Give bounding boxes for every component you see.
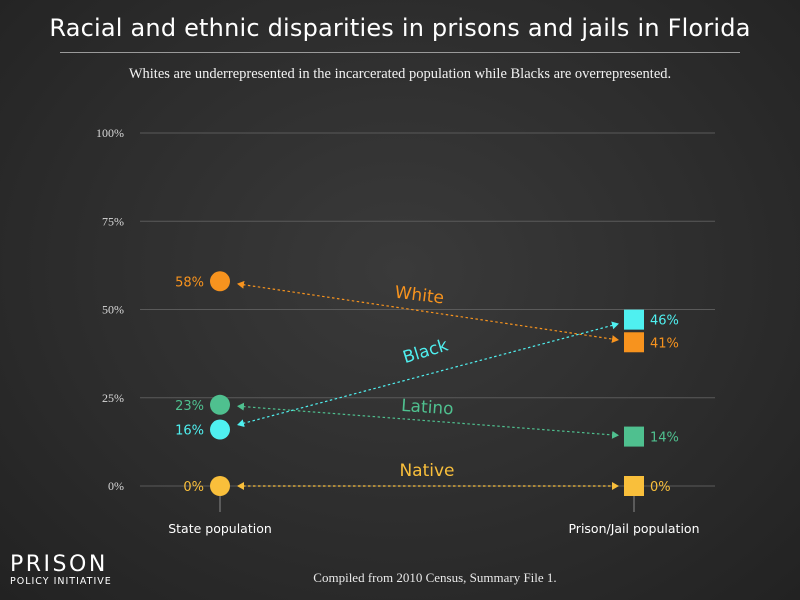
- y-tick-label: 25%: [102, 391, 124, 405]
- prison-point-native: [624, 476, 644, 496]
- y-tick-label: 0%: [108, 479, 124, 493]
- chart-title: Racial and ethnic disparities in prisons…: [49, 14, 751, 42]
- state-value-label-latino: 23%: [175, 399, 204, 414]
- state-value-label-black: 16%: [175, 424, 204, 439]
- series-label-latino: Latino: [400, 396, 454, 420]
- connector-latino: [237, 402, 619, 439]
- logo-main-text: PRISON: [10, 552, 108, 577]
- source-note: Compiled from 2010 Census, Summary File …: [313, 570, 557, 585]
- prison-point-latino: [624, 426, 644, 447]
- state-value-label-native: 0%: [183, 480, 204, 495]
- state-point-black: [210, 419, 230, 440]
- y-tick-label: 50%: [102, 303, 124, 317]
- x-category-label: State population: [168, 521, 272, 536]
- state-value-label-white: 58%: [175, 275, 204, 290]
- state-point-native: [210, 476, 230, 496]
- chart-subtitle: Whites are underrepresented in the incar…: [128, 66, 672, 82]
- y-tick-label: 100%: [96, 126, 124, 140]
- y-tick-label: 75%: [102, 214, 124, 228]
- state-point-white: [210, 271, 230, 292]
- series-label-native: Native: [399, 461, 454, 481]
- prison-value-label-white: 41%: [650, 336, 679, 351]
- prison-point-white: [624, 332, 644, 353]
- prison-value-label-black: 46%: [650, 314, 679, 329]
- logo-sub-text: POLICY INITIATIVE: [10, 576, 112, 587]
- title-divider: [60, 52, 740, 53]
- prison-point-black: [624, 309, 644, 330]
- prison-policy-logo: PRISON POLICY INITIATIVE: [10, 554, 112, 588]
- state-point-latino: [210, 394, 230, 415]
- series-label-white: White: [394, 283, 446, 309]
- x-category-label: Prison/Jail population: [568, 521, 699, 536]
- series-label-black: Black: [401, 335, 451, 368]
- prison-value-label-native: 0%: [650, 480, 671, 495]
- prison-value-label-latino: 14%: [650, 431, 679, 446]
